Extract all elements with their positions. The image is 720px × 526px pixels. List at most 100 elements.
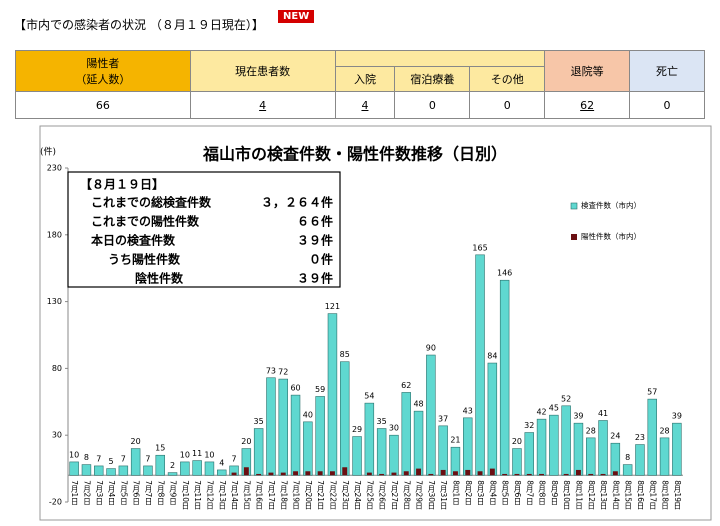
test-bar — [463, 417, 473, 476]
value-label: 39 — [573, 412, 583, 421]
header-cell: 退院等 — [544, 50, 631, 92]
value-label: 28 — [586, 426, 596, 435]
positive-bar — [366, 472, 372, 476]
test-bar — [266, 377, 276, 476]
legend-swatch — [570, 202, 578, 210]
value-label: 15 — [155, 444, 165, 453]
x-tick-label: 8月18日 — [661, 480, 670, 510]
annotation-value: ３９件 — [297, 271, 333, 286]
value-label: 72 — [278, 368, 288, 377]
annotation-label: 本日の検査件数 — [91, 233, 176, 248]
legend-swatch — [571, 234, 577, 240]
test-bar — [94, 465, 104, 476]
x-tick-label: 8月8日 — [538, 480, 547, 506]
test-bar — [155, 454, 165, 476]
value-label: 62 — [401, 381, 411, 390]
positive-bar — [588, 473, 594, 476]
value-label: 57 — [647, 388, 657, 397]
test-bar — [278, 378, 288, 476]
header-cell: 入院 — [334, 66, 396, 92]
test-bar — [512, 448, 522, 476]
test-bar — [217, 469, 227, 476]
y-tick-label: 230 — [47, 164, 62, 173]
test-bar — [389, 434, 399, 476]
y-tick-label: 80 — [52, 364, 62, 373]
value-label: 73 — [266, 366, 276, 375]
value-label: 39 — [672, 412, 682, 421]
value-cell: 66 — [15, 91, 191, 119]
annotation-label: これまでの陽性件数 — [91, 214, 200, 229]
value-label: 20 — [241, 437, 251, 446]
chart-frame — [39, 125, 712, 521]
annotation-title: 【８月１９日】 — [80, 177, 164, 192]
annotation-value: ０件 — [309, 252, 333, 267]
test-bar — [303, 421, 313, 476]
test-bar — [143, 465, 153, 476]
y-tick-label: 180 — [47, 230, 62, 239]
test-bar — [192, 460, 202, 476]
header-title: 【市内での感染者の状況 （８月１９日現在）】 — [14, 18, 264, 32]
positive-bar — [391, 472, 397, 476]
x-tick-label: 7月21日 — [316, 480, 325, 510]
value-label: 37 — [438, 414, 448, 423]
value-label: 45 — [549, 404, 559, 413]
positive-bar — [489, 468, 495, 476]
x-tick-label: 8月2日 — [464, 480, 473, 506]
value-label: 146 — [497, 269, 512, 278]
value-label: 7 — [232, 454, 237, 463]
value-label: 35 — [377, 417, 387, 426]
value-label: 28 — [659, 426, 669, 435]
positive-bar — [342, 467, 348, 476]
y-tick-label: 130 — [47, 297, 62, 306]
x-tick-label: 8月15日 — [624, 480, 633, 510]
positive-bar — [452, 471, 458, 476]
test-bar — [450, 446, 461, 476]
value-label: 90 — [426, 344, 436, 353]
test-bar — [635, 444, 645, 476]
x-tick-label: 8月14日 — [611, 480, 620, 510]
value-cell: 0 — [469, 91, 546, 119]
x-tick-label: 8月19日 — [673, 480, 682, 510]
x-tick-label: 8月3日 — [476, 480, 485, 506]
test-bar — [118, 465, 129, 476]
value-label: 29 — [352, 425, 362, 434]
y-tick-label: 30 — [52, 431, 62, 440]
positive-bar — [575, 469, 581, 476]
test-bar — [438, 425, 448, 476]
annotation-value: ６６件 — [297, 214, 333, 229]
x-tick-label: 7月24日 — [353, 480, 362, 510]
value-link[interactable]: 4 — [189, 91, 336, 119]
positive-bar — [256, 473, 262, 476]
positive-bar — [563, 473, 569, 476]
x-tick-label: 7月16日 — [255, 480, 264, 510]
test-bar — [204, 461, 215, 476]
x-tick-label: 7月27日 — [390, 480, 399, 510]
positive-bar — [600, 473, 606, 476]
value-label: 7 — [145, 454, 150, 463]
x-tick-label: 7月14日 — [230, 480, 239, 510]
test-bar — [622, 464, 633, 476]
test-bar — [586, 437, 596, 476]
test-bar — [106, 468, 116, 476]
annotation-label: 陰性件数 — [135, 271, 184, 286]
test-bar — [401, 392, 411, 476]
x-tick-label: 7月12日 — [205, 480, 214, 510]
value-label: 7 — [96, 454, 101, 463]
x-tick-label: 8月11日 — [574, 480, 583, 510]
test-bar — [81, 464, 92, 476]
value-label: 42 — [536, 408, 546, 417]
value-label: 5 — [109, 457, 114, 466]
value-label: 52 — [561, 394, 571, 403]
x-tick-label: 7月25日 — [365, 480, 374, 510]
test-bar — [659, 437, 670, 476]
positive-bar — [243, 467, 249, 476]
chart-title: 福山市の検査件数・陽性件数推移（日別） — [202, 145, 507, 164]
positive-bar — [329, 471, 335, 476]
test-bar — [340, 361, 350, 476]
x-tick-label: 7月3日 — [95, 480, 104, 506]
value-label: 48 — [413, 400, 423, 409]
value-label: 35 — [254, 417, 264, 426]
test-bar — [167, 472, 178, 476]
legend-label: 検査件数（市内） — [581, 200, 641, 210]
test-bar — [69, 461, 79, 476]
